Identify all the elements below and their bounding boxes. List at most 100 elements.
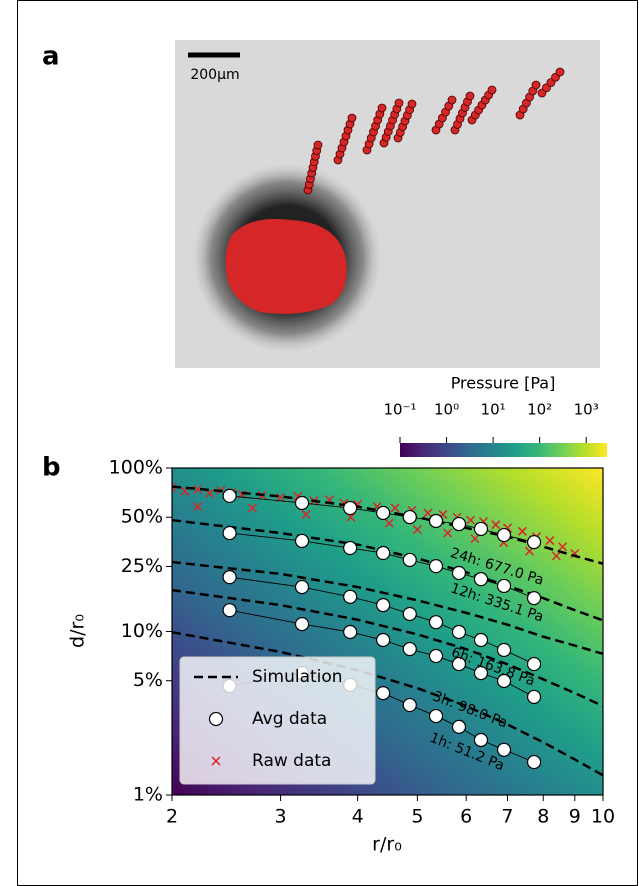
avg-point xyxy=(402,606,417,622)
avg-point xyxy=(526,591,542,606)
x-tick-label: 2 xyxy=(166,806,178,828)
raw-point xyxy=(172,482,177,493)
colorbar xyxy=(400,443,607,457)
raw-point xyxy=(443,528,453,538)
raw-point xyxy=(247,503,257,513)
avg-point xyxy=(526,754,542,770)
simulation-line xyxy=(172,588,603,708)
raw-point xyxy=(384,518,394,528)
raw-point xyxy=(491,520,501,530)
avg-line xyxy=(229,576,535,665)
tracked-points xyxy=(303,67,565,195)
avg-point xyxy=(473,665,489,681)
x-tick-label: 6 xyxy=(460,806,472,828)
avg-point xyxy=(222,488,237,504)
avg-point xyxy=(376,505,391,521)
raw-point xyxy=(545,536,555,546)
avg-point xyxy=(343,500,358,516)
y-tick-label: 50% xyxy=(121,506,163,528)
raw-point xyxy=(423,508,433,518)
avg-point xyxy=(451,719,467,734)
y-tick-label: 10% xyxy=(121,620,163,642)
y-axis-label: d/r₀ xyxy=(67,614,89,648)
avg-point xyxy=(402,697,417,713)
avg-point xyxy=(222,603,237,618)
avg-point xyxy=(376,545,391,561)
avg-point xyxy=(343,589,358,604)
avg-point xyxy=(496,527,512,543)
avg-point xyxy=(496,673,512,689)
simulation-line xyxy=(172,630,603,777)
avg-point xyxy=(496,578,512,594)
tracked-point xyxy=(394,98,404,108)
plot-area xyxy=(172,482,603,777)
x-tick-label: 9 xyxy=(569,806,581,828)
avg-point xyxy=(428,559,444,574)
avg-point xyxy=(343,624,358,640)
avg-point xyxy=(402,552,417,568)
avg-point xyxy=(428,648,444,664)
colorbar-tick-label: 10⁻¹ xyxy=(383,401,416,419)
x-tick-label: 5 xyxy=(411,806,423,828)
tracked-point xyxy=(487,85,497,95)
raw-point xyxy=(466,515,476,525)
y-tick-label: 5% xyxy=(133,669,163,691)
avg-point xyxy=(428,708,444,724)
x-tick-label: 10 xyxy=(591,806,615,828)
avg-point xyxy=(294,495,310,511)
legend-swatch xyxy=(211,756,221,766)
tracked-point xyxy=(555,67,565,77)
tracked-point xyxy=(347,113,357,123)
avg-point xyxy=(294,616,310,632)
raw-point xyxy=(390,503,400,513)
x-tick-label: 7 xyxy=(501,806,513,828)
avg-point xyxy=(376,632,391,648)
legend-label: Simulation xyxy=(252,667,343,687)
tracked-point xyxy=(447,95,457,105)
avg-point xyxy=(451,624,467,640)
colorbar-tick-label: 10⁰ xyxy=(434,401,459,419)
avg-point xyxy=(526,689,542,705)
x-tick-label: 4 xyxy=(352,806,364,828)
avg-point xyxy=(496,742,512,757)
legend-swatch xyxy=(208,711,224,727)
raw-point xyxy=(412,525,422,535)
avg-point xyxy=(496,642,512,658)
avg-point xyxy=(451,565,467,581)
y-tick-label: 25% xyxy=(121,555,163,577)
avg-line xyxy=(229,609,535,698)
avg-point xyxy=(473,572,489,587)
x-tick-label: 8 xyxy=(537,806,549,828)
raw-point xyxy=(517,526,527,536)
raw-point xyxy=(276,492,286,503)
tracked-point xyxy=(531,80,541,90)
avg-point xyxy=(222,525,237,541)
avg-point xyxy=(473,632,489,648)
avg-point xyxy=(451,516,467,532)
raw-point xyxy=(301,509,311,519)
avg-point xyxy=(526,656,542,672)
x-tick-label: 3 xyxy=(275,806,287,828)
legend-label: Raw data xyxy=(252,751,331,771)
avg-point xyxy=(451,656,467,672)
colorbar-label: Pressure [Pa] xyxy=(451,374,556,393)
avg-line xyxy=(229,532,535,599)
avg-point xyxy=(473,521,489,537)
spheroid xyxy=(225,219,347,314)
simulation-line xyxy=(172,560,603,656)
avg-point xyxy=(294,579,310,595)
colorbar-tick-label: 10³ xyxy=(574,401,599,419)
avg-point xyxy=(376,598,391,613)
avg-point xyxy=(402,509,417,525)
raw-point xyxy=(558,542,568,552)
panel-label: b xyxy=(42,453,61,483)
tracked-point xyxy=(407,99,417,109)
tracked-point xyxy=(465,91,475,101)
avg-line xyxy=(229,495,535,543)
colorbar-tick-label: 10¹ xyxy=(481,401,506,419)
y-tick-label: 100% xyxy=(109,457,163,479)
avg-point xyxy=(473,732,489,748)
raw-point xyxy=(470,534,480,544)
raw-point xyxy=(551,551,561,561)
